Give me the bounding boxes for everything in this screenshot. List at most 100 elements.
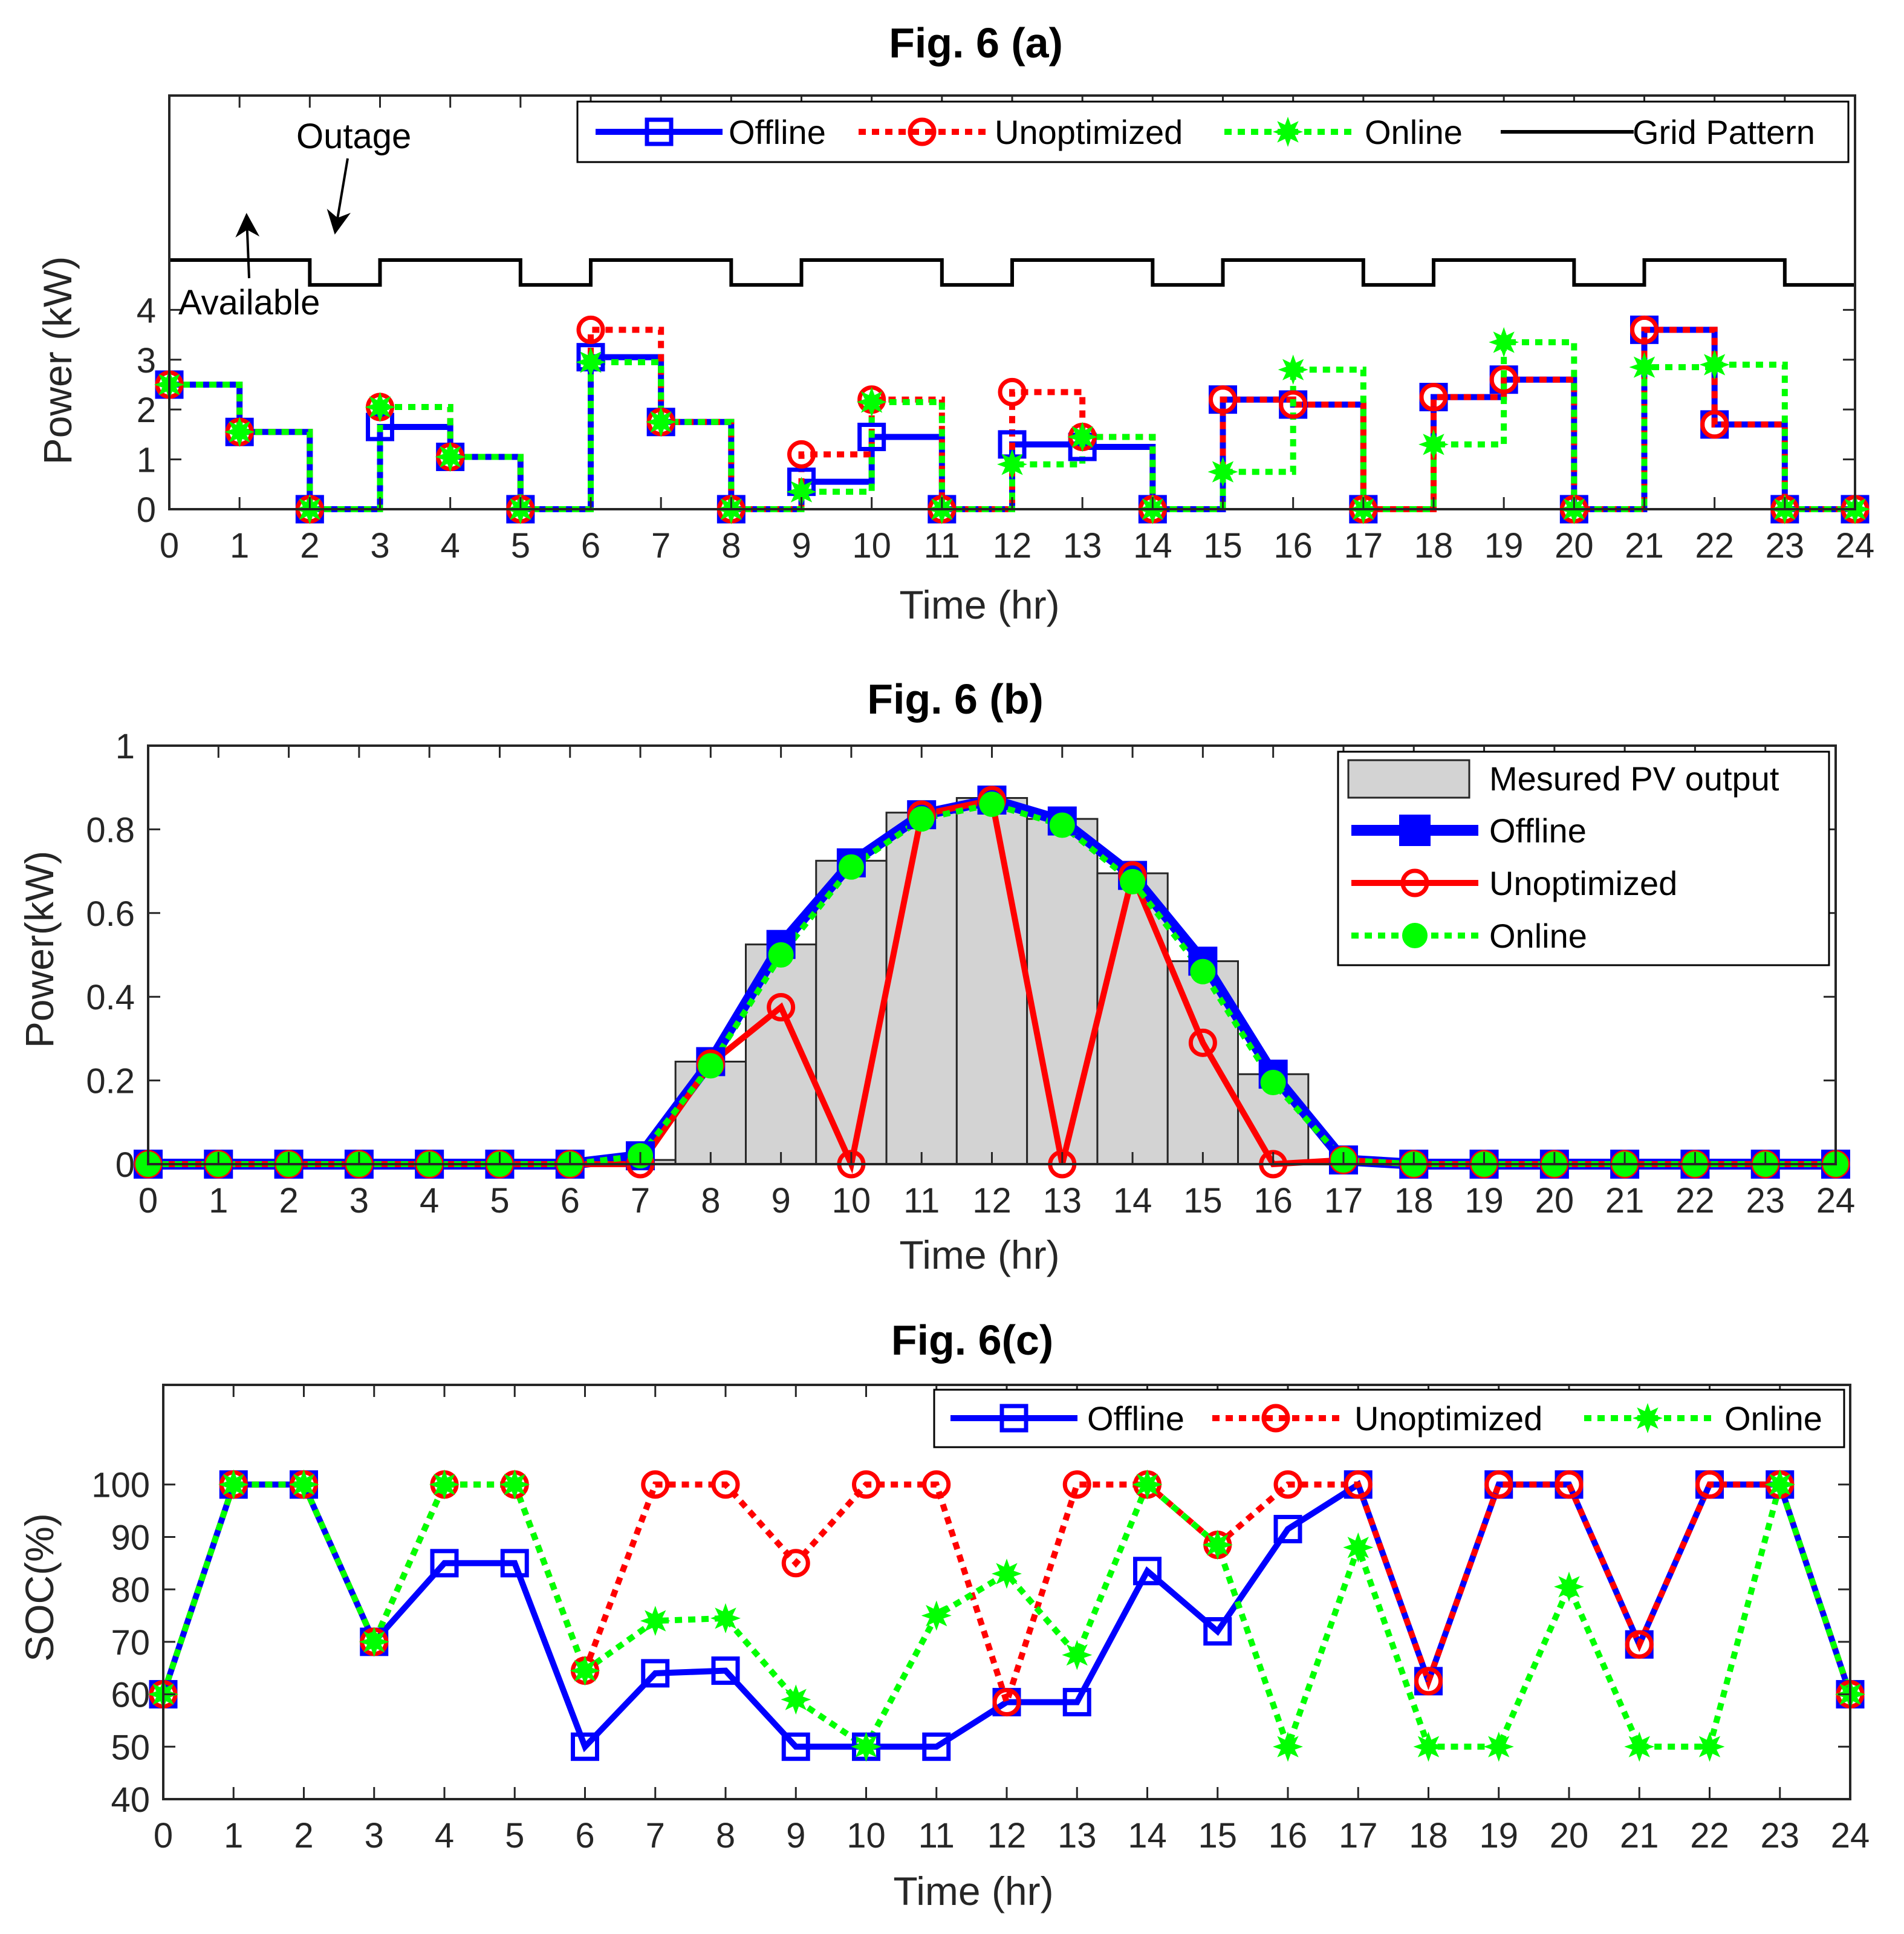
panel-a-axes: [168, 94, 1856, 510]
panel-a-online-point-10: [856, 386, 887, 417]
panel-a-xtick-label-11: 11: [924, 526, 960, 565]
panel-c-unoptimized-point-17: [1344, 1470, 1373, 1499]
panel-c-legend-unoptimized-sample: [1212, 1404, 1339, 1433]
panel-b-legend: Mesured PV output Offline Unoptimized On…: [1337, 750, 1830, 966]
panel-c-online-point-1: [218, 1469, 249, 1500]
panel-a-xtick-label-19: 19: [1484, 526, 1524, 565]
panel-c-unoptimized-point-18: [1414, 1667, 1443, 1696]
panel-b-xtick-label-10: 10: [832, 1181, 871, 1220]
panel-b-legend-online: Online: [1489, 917, 1587, 955]
panel-b-legend-unoptimized-sample: [1351, 868, 1478, 897]
panel-a-xtick-label-23: 23: [1766, 526, 1805, 565]
panel-c-online-point-6: [570, 1655, 600, 1686]
panel-b-xtick-label-24: 24: [1816, 1181, 1856, 1220]
panel-b-ytick-label-0.2: 0.2: [86, 1062, 135, 1101]
panel-c-online-point-11: [921, 1600, 952, 1631]
panel-c-xtick-label-14: 14: [1128, 1816, 1167, 1855]
panel-c-ytick-label-90: 90: [111, 1518, 150, 1557]
panel-a-legend-offline-sample-marker: [645, 117, 674, 146]
panel-c-unoptimized-point-19: [1484, 1470, 1513, 1499]
panel-c-offline-point-15: [1203, 1617, 1232, 1646]
panel-c-offline-point-5: [500, 1549, 529, 1578]
panel-a-ylabel: Power (kW): [35, 256, 80, 465]
panel-c-xtick-label-23: 23: [1760, 1816, 1799, 1855]
panel-a-xtick-label-6: 6: [581, 526, 600, 565]
panel-a-xtick-label-2: 2: [300, 526, 319, 565]
panel-b-ytick-label-0: 0: [115, 1145, 135, 1185]
panel-c-offline-point-8: [711, 1656, 740, 1685]
panel-c-ytick-label-60: 60: [111, 1676, 150, 1715]
panel-b-legend-pv: Mesured PV output: [1489, 760, 1779, 798]
panel-c-unoptimized-point-8: [711, 1470, 740, 1499]
panel-b-pv-bar-10: [815, 859, 888, 1165]
panel-b-legend-offline: Offline: [1489, 812, 1587, 850]
panel-a-xtick-label-7: 7: [651, 526, 671, 565]
panel-c-online-point-22: [1694, 1731, 1725, 1762]
panel-c-online-point-13: [1062, 1639, 1093, 1670]
panel-b-xtick-label-22: 22: [1675, 1181, 1715, 1220]
panel-a-title: Fig. 6 (a): [889, 19, 1063, 67]
panel-a-unoptimized-point-19: [1489, 365, 1518, 394]
panel-a-xtick-label-5: 5: [511, 526, 530, 565]
panel-b-online-point-10: [838, 854, 864, 880]
panel-b-xtick-label-12: 12: [972, 1181, 1012, 1220]
panel-a-online-point-19: [1489, 327, 1519, 357]
panel-c-online-point-16: [1273, 1731, 1303, 1762]
panel-c-online-point-5: [499, 1469, 530, 1500]
panel-c-unoptimized-point-21: [1625, 1630, 1654, 1659]
panel-c-unoptimized-point-9: [781, 1549, 810, 1578]
panel-b-legend-offline-sample-marker: [1399, 815, 1431, 846]
panel-c-unoptimized-point-13: [1062, 1470, 1091, 1499]
panel-c-xtick-label-17: 17: [1339, 1816, 1378, 1855]
panel-b-xtick-label-23: 23: [1746, 1181, 1785, 1220]
panel-b-xtick-label-9: 9: [771, 1181, 790, 1220]
panel-c-offline-point-6: [571, 1732, 599, 1761]
panel-c-legend-unoptimized-sample-marker: [1261, 1404, 1290, 1433]
panel-c-legend-offline-sample-marker: [999, 1404, 1028, 1433]
panel-c-unoptimized-point-22: [1695, 1470, 1724, 1499]
panel-a-xtick-label-16: 16: [1273, 526, 1313, 565]
panel-b-online-point-9: [768, 942, 794, 968]
panel-c-xtick-label-2: 2: [294, 1816, 313, 1855]
panel-c-xlabel: Time (hr): [893, 1869, 1053, 1913]
panel-b-xtick-label-19: 19: [1464, 1181, 1504, 1220]
panel-c-title: Fig. 6(c): [891, 1317, 1053, 1364]
panel-c-online-point-2: [288, 1469, 319, 1500]
panel-c-offline-point-4: [430, 1549, 459, 1578]
panel-c-xtick-label-21: 21: [1620, 1816, 1659, 1855]
panel-c-xtick-label-12: 12: [987, 1816, 1027, 1855]
panel-c-online-point-4: [429, 1469, 460, 1500]
panel-c-xtick-label-24: 24: [1831, 1816, 1870, 1855]
panel-a-unoptimized-point-15: [1209, 385, 1237, 414]
panel-a-online-point-6: [576, 347, 606, 377]
panel-c-legend-online-sample: [1584, 1403, 1711, 1433]
panel-a-online-point-1: [224, 417, 255, 448]
panel-c-xtick-label-6: 6: [575, 1816, 594, 1855]
panel-b-legend-unoptimized-sample-marker: [1400, 868, 1429, 897]
panel-a-legend-online: Online: [1365, 113, 1463, 151]
panel-c-xtick-label-1: 1: [224, 1816, 243, 1855]
panel-c-ytick-label-80: 80: [111, 1571, 150, 1610]
panel-c-offline-point-9: [781, 1732, 810, 1761]
panel-b-xtick-label-1: 1: [209, 1181, 228, 1220]
panel-c-legend-online-sample-marker: [1633, 1403, 1663, 1433]
panel-a-unoptimized-point-16: [1279, 390, 1308, 419]
panel-b-unoptimized-point-15: [1188, 1028, 1217, 1057]
panel-c-xtick-label-16: 16: [1269, 1816, 1308, 1855]
panel-a-online-point-13: [1067, 422, 1098, 452]
panel-b-xtick-label-6: 6: [560, 1181, 580, 1220]
panel-c-xtick-label-8: 8: [716, 1816, 735, 1855]
panel-b-legend-pv-sample: [1347, 759, 1470, 799]
panel-b-title: Fig. 6 (b): [867, 676, 1044, 723]
panel-a-xtick-label-0: 0: [160, 526, 179, 565]
panel-a-unoptimized-point-12: [998, 377, 1027, 406]
panel-c-legend-unoptimized: Unoptimized: [1354, 1399, 1542, 1437]
panel-a-xtick-label-8: 8: [721, 526, 741, 565]
panel-a-xtick-label-9: 9: [791, 526, 811, 565]
panel-a-legend-unoptimized-sample: [859, 117, 986, 146]
panel-c-online-point-23: [1764, 1469, 1795, 1500]
panel-a-unoptimized-point-21: [1630, 315, 1659, 344]
panel-a-online-point-16: [1278, 354, 1308, 385]
panel-c-ylabel: SOC(%): [17, 1513, 62, 1662]
